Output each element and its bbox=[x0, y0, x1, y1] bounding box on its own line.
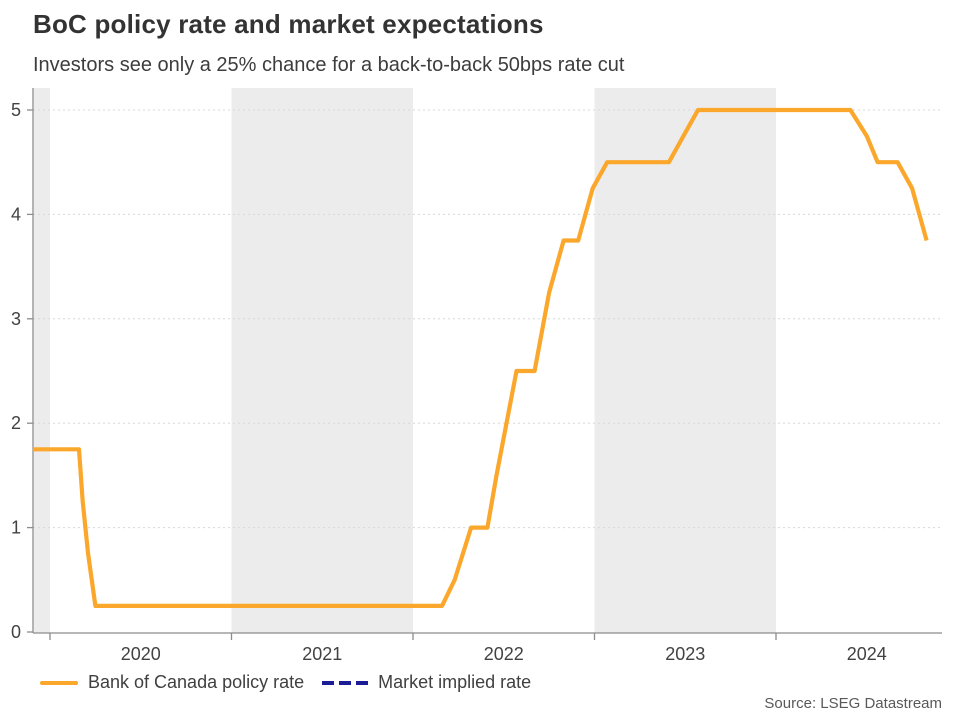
series-line-solid bbox=[32, 107, 929, 609]
chart-legend: Bank of Canada policy rate Market implie… bbox=[40, 672, 531, 693]
policy-rate-line-swatch-icon bbox=[40, 680, 78, 685]
year-shading-band bbox=[231, 88, 413, 633]
x-axis-tick-label: 2021 bbox=[302, 644, 342, 664]
y-axis-tick-label: 3 bbox=[11, 309, 21, 329]
market-implied-dashed-swatch-icon bbox=[322, 680, 369, 685]
chart-title: BoC policy rate and market expectations bbox=[33, 9, 544, 39]
chart-subtitle: Investors see only a 25% chance for a ba… bbox=[33, 54, 625, 76]
y-axis-tick-label: 0 bbox=[11, 622, 21, 642]
legend-item-policy-rate: Bank of Canada policy rate bbox=[40, 672, 304, 693]
x-axis-tick-label: 2020 bbox=[121, 644, 161, 664]
legend-label-market-implied: Market implied rate bbox=[378, 672, 532, 692]
legend-item-market-implied: Market implied rate bbox=[322, 672, 531, 693]
year-shading-band bbox=[34, 88, 50, 633]
legend-label-policy-rate: Bank of Canada policy rate bbox=[88, 672, 305, 692]
source-credit: Source: LSEG Datastream bbox=[764, 695, 942, 712]
x-axis-tick-label: 2023 bbox=[665, 644, 705, 664]
y-axis-tick-label: 1 bbox=[11, 518, 21, 538]
y-axis-tick-label: 5 bbox=[11, 100, 21, 120]
year-shading-band bbox=[594, 88, 776, 633]
x-axis-tick-label: 2022 bbox=[484, 644, 524, 664]
x-axis-tick-label: 2024 bbox=[847, 644, 887, 664]
y-axis-tick-label: 4 bbox=[11, 204, 21, 224]
y-axis-tick-label: 2 bbox=[11, 413, 21, 433]
